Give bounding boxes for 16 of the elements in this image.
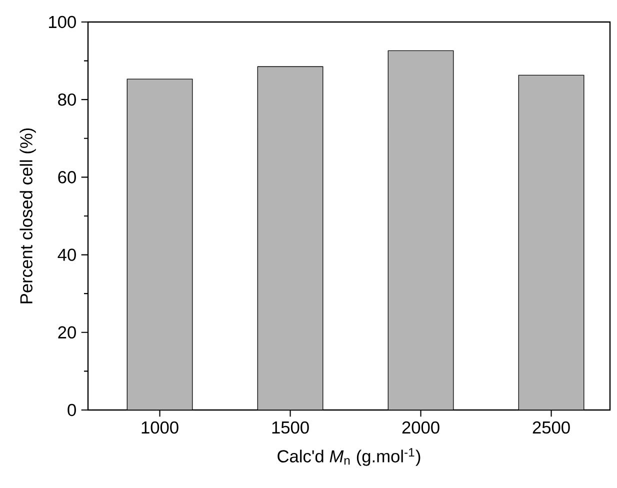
y-tick-label: 80 xyxy=(58,93,76,106)
bar xyxy=(388,50,454,410)
y-tick-label: 60 xyxy=(58,171,76,184)
y-tick-label: 40 xyxy=(58,248,76,261)
bar xyxy=(257,66,324,410)
x-tick-label: 1000 xyxy=(142,421,178,434)
bar xyxy=(518,74,584,410)
x-tick-label: 2000 xyxy=(402,421,440,434)
y-tick-label: 100 xyxy=(49,16,76,28)
x-axis-title: Calc'd M$_{n}$ (g.mol$^{-1}$) xyxy=(278,448,420,466)
y-tick-label: 20 xyxy=(58,326,76,339)
bar xyxy=(126,78,193,410)
y-axis-title: Percent closed cell (%) xyxy=(20,128,36,304)
y-tick-label: 0 xyxy=(68,404,76,416)
x-tick-label: 1500 xyxy=(272,421,309,434)
x-tick-label: 2500 xyxy=(532,421,570,434)
